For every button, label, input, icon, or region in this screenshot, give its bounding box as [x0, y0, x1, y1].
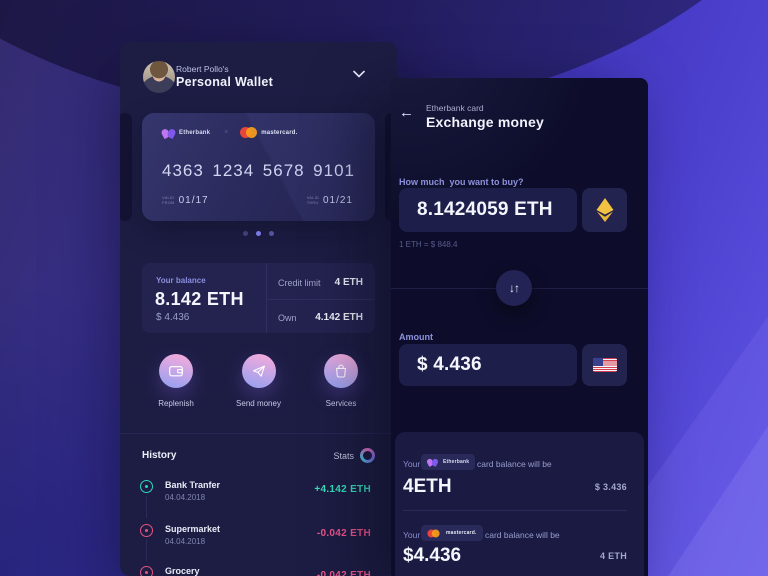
- exchange-title: Exchange money: [426, 114, 544, 130]
- buy-label: How much you want to buy?: [399, 177, 524, 187]
- balance-usd: $ 4.436: [156, 312, 190, 323]
- owner-name: Robert Pollo's: [176, 64, 229, 74]
- balance-will-be-label: card balance will be: [485, 530, 560, 540]
- eth-balance-value: 4ETH: [403, 476, 452, 497]
- amount-label: Amount: [399, 332, 433, 342]
- card-number: 4363 1234 5678 9101: [162, 161, 355, 180]
- divider: [266, 299, 375, 300]
- mastercard-logo-icon: [240, 127, 258, 138]
- valid-from: VALID FROM 01/17: [162, 195, 209, 206]
- wallet-icon: [169, 365, 183, 377]
- multiply-sign: ×: [224, 129, 229, 136]
- outgoing-transaction-icon: [140, 524, 153, 537]
- resulting-balances-card: Your Etherbank card balance will be 4ETH…: [395, 432, 644, 576]
- exchange-subtitle: Etherbank card: [426, 103, 484, 113]
- usd-balance-value: $4.436: [403, 545, 462, 566]
- transaction-row[interactable]: Grocery 04.04.2018 -0.042 ETH: [120, 558, 397, 576]
- stats-donut-icon[interactable]: [360, 448, 375, 463]
- send-money-button[interactable]: Send money: [227, 354, 291, 408]
- replenish-button[interactable]: Replenish: [144, 354, 208, 408]
- bag-icon: [336, 364, 346, 378]
- chevron-down-icon[interactable]: [353, 70, 365, 78]
- dot-3[interactable]: [269, 231, 274, 236]
- outgoing-transaction-icon: [140, 566, 153, 576]
- etherbank-label: Etherbank: [179, 129, 211, 136]
- divider: [120, 433, 397, 434]
- valid-thru: VALID THRU 01/21: [306, 195, 353, 206]
- usd-currency-button[interactable]: [582, 344, 627, 386]
- your-label: Your: [403, 530, 421, 540]
- balance-will-be-label: card balance will be: [477, 459, 552, 469]
- transaction-row[interactable]: Supermarket 04.04.2018 -0.042 ETH: [120, 516, 397, 556]
- swap-button[interactable]: ↓↑: [496, 270, 532, 306]
- wallet-panel: Robert Pollo's Personal Wallet Etherbank…: [120, 42, 397, 576]
- etherbank-chip: Etherbank: [421, 454, 476, 470]
- back-arrow-icon[interactable]: ←: [399, 104, 414, 121]
- credit-limit-value: 4 ETH: [334, 277, 363, 288]
- exchange-panel: ← Etherbank card Exchange money How much…: [391, 78, 648, 576]
- stats-label[interactable]: Stats: [333, 451, 354, 461]
- eth-currency-button[interactable]: [582, 188, 627, 232]
- dot-2-active[interactable]: [256, 231, 261, 236]
- carousel-dots[interactable]: [120, 231, 397, 236]
- own-label: Own: [278, 313, 297, 323]
- services-button[interactable]: Services: [309, 354, 373, 408]
- balance-card: Your balance 8.142 ETH $ 4.436 Credit li…: [142, 263, 375, 333]
- etherbank-logo-icon: [160, 127, 177, 139]
- history-title: History: [142, 450, 177, 461]
- usd-amount-input[interactable]: $ 4.436: [399, 344, 577, 386]
- us-flag-icon: [592, 358, 617, 372]
- credit-limit-label: Credit limit: [278, 278, 321, 288]
- timeline-connector: [146, 539, 147, 561]
- swap-arrows-icon: ↓↑: [509, 281, 520, 295]
- eth-equivalent: 4 ETH: [599, 551, 627, 561]
- balance-eth: 8.142 ETH: [155, 289, 244, 309]
- your-label: Your: [403, 459, 421, 469]
- send-icon: [252, 365, 265, 377]
- own-value: 4.142 ETH: [315, 312, 363, 323]
- timeline-connector: [146, 496, 147, 518]
- divider: [403, 510, 627, 511]
- eth-amount-input[interactable]: 8.1424059 ETH: [399, 188, 577, 232]
- mastercard-chip: mastercard.: [421, 525, 483, 541]
- ethereum-icon: [596, 198, 613, 222]
- incoming-transaction-icon: [140, 480, 153, 493]
- mastercard-logo-icon: [427, 529, 440, 537]
- etherbank-logo-icon: [425, 457, 440, 467]
- usd-equivalent: $ 3.436: [594, 482, 627, 492]
- transaction-row[interactable]: Bank Tranfer 04.04.2018 +4.142 ETH: [120, 472, 397, 512]
- avatar[interactable]: [143, 61, 175, 93]
- mastercard-label: mastercard.: [261, 129, 298, 136]
- dot-1[interactable]: [243, 231, 248, 236]
- balance-label: Your balance: [156, 276, 206, 285]
- exchange-rate: 1 ETH = $ 848.4: [399, 240, 458, 249]
- carousel-prev-card[interactable]: [120, 113, 132, 221]
- credit-card[interactable]: Etherbank × mastercard. 4363 1234 5678 9…: [142, 113, 375, 221]
- divider: [266, 263, 267, 333]
- wallet-title: Personal Wallet: [176, 75, 274, 89]
- quick-actions: Replenish Send money Services: [144, 354, 373, 408]
